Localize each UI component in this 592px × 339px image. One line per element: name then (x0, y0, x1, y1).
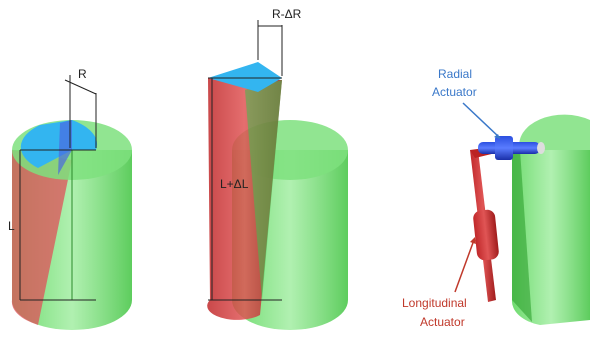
diagram: R L R-ΔR L+ΔL Radial Actuator Longitudin… (0, 0, 592, 339)
longitudinal-actuator (470, 146, 500, 302)
longitudinal-arrow (455, 240, 474, 292)
label-r: R (78, 67, 87, 81)
label-r-minus: R-ΔR (272, 7, 302, 21)
radial-label: Actuator (432, 85, 477, 99)
arrowhead (470, 237, 476, 244)
longitudinal-label: Longitudinal (402, 296, 467, 310)
radial-label: Radial (438, 67, 472, 81)
longitudinal-label: Actuator (420, 315, 465, 329)
radial-arrow (463, 103, 500, 138)
label-l-plus: L+ΔL (220, 177, 249, 191)
cylinder-deformed (207, 62, 348, 330)
label-l: L (8, 219, 15, 233)
cylinder-original (12, 120, 132, 330)
